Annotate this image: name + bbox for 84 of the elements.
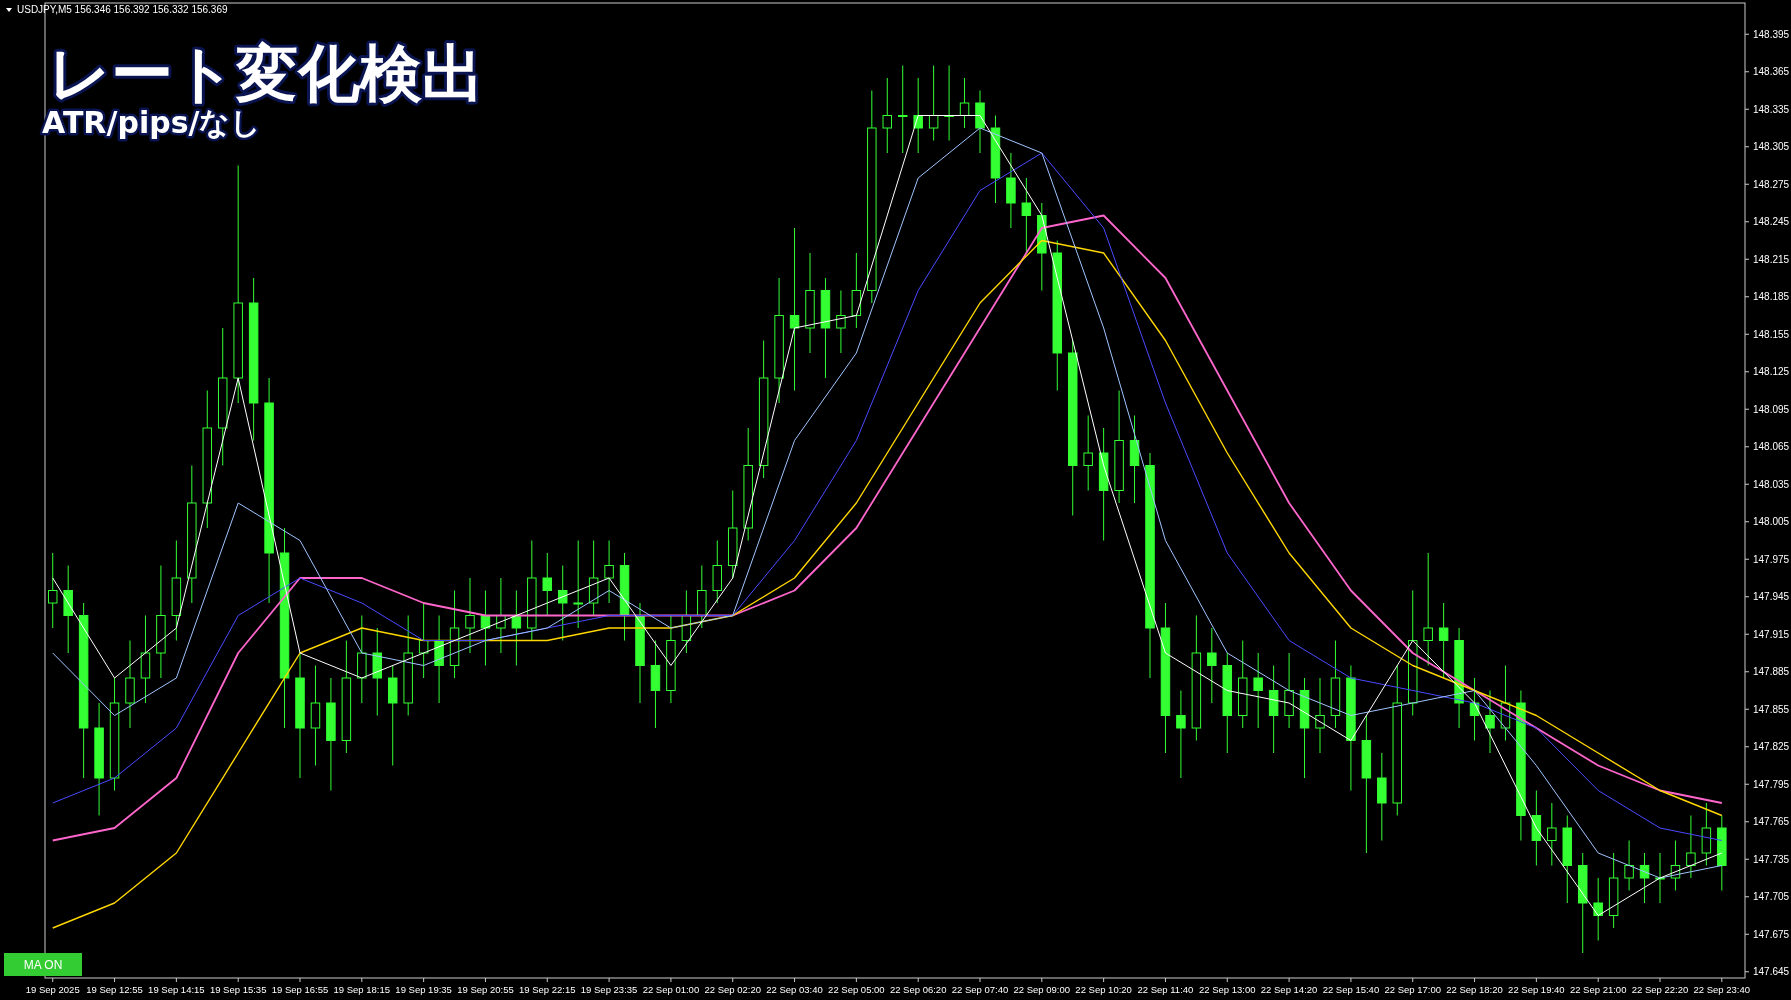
x-tick-label: 22 Sep 21:00 — [1569, 984, 1627, 995]
y-tick-label: 147.855 — [1753, 703, 1790, 715]
x-tick-label: 22 Sep 15:40 — [1322, 984, 1380, 995]
y-tick-label: 148.095 — [1753, 403, 1790, 415]
x-tick-label: 19 Sep 2025 — [25, 984, 80, 995]
x-tick-label: 19 Sep 18:15 — [333, 984, 391, 995]
candlestick — [418, 602, 429, 679]
y-tick-label: 148.305 — [1753, 141, 1790, 153]
candlestick — [47, 552, 58, 629]
y-tick-label: 148.245 — [1753, 216, 1790, 228]
annotation: MA ON — [23, 958, 63, 972]
x-tick-label: 22 Sep 19:40 — [1508, 984, 1565, 995]
x-tick-label: 19 Sep 14:15 — [148, 984, 205, 995]
x-tick-label: 19 Sep 22:15 — [519, 984, 576, 995]
candlestick — [1021, 177, 1032, 254]
y-tick-label: 147.765 — [1753, 816, 1790, 828]
x-tick-label: 22 Sep 09:00 — [1013, 984, 1071, 995]
x-tick-label: 22 Sep 10:20 — [1075, 984, 1132, 995]
x-tick-label: 19 Sep 19:35 — [395, 984, 452, 995]
candlestick — [604, 540, 614, 604]
candlestick — [573, 540, 583, 629]
y-tick-label: 147.675 — [1753, 928, 1790, 940]
x-tick-label: 22 Sep 11:40 — [1137, 984, 1194, 995]
x-tick-label: 22 Sep 02:20 — [704, 984, 761, 995]
candlestick — [1485, 690, 1495, 754]
x-tick-label: 22 Sep 01:00 — [642, 984, 700, 995]
y-tick-label: 148.005 — [1753, 516, 1790, 528]
candlestick — [882, 77, 893, 154]
candlestick — [1624, 840, 1634, 891]
candlestick — [1253, 652, 1263, 729]
y-tick-label: 148.185 — [1753, 291, 1790, 303]
x-tick-label: 22 Sep 13:00 — [1199, 984, 1256, 995]
x-tick-label: 22 Sep 14:20 — [1260, 984, 1318, 995]
candlestick — [1315, 677, 1325, 754]
x-tick-label: 19 Sep 16:55 — [271, 984, 329, 995]
line-series — [52, 239, 1723, 929]
y-tick-label: 148.215 — [1753, 253, 1790, 265]
candlestick — [1547, 802, 1557, 866]
y-tick-label: 147.705 — [1753, 891, 1790, 903]
candlestick — [789, 227, 800, 391]
x-tick-label: 22 Sep 17:00 — [1384, 984, 1441, 995]
candlestick — [511, 590, 522, 666]
candlestick — [1423, 552, 1433, 666]
candlestick — [557, 565, 568, 641]
y-tick-label: 147.825 — [1753, 741, 1790, 753]
y-tick-label: 148.035 — [1753, 478, 1790, 490]
x-tick-label: 19 Sep 12:55 — [86, 984, 143, 995]
y-tick-label: 148.155 — [1753, 328, 1790, 340]
y-tick-label: 148.065 — [1753, 441, 1790, 453]
x-tick-label: 22 Sep 03:40 — [766, 984, 823, 995]
y-tick-label: 147.915 — [1753, 628, 1790, 640]
x-tick-label: 22 Sep 22:20 — [1631, 984, 1689, 995]
y-tick-label: 148.275 — [1753, 178, 1790, 190]
candlestick — [928, 65, 939, 141]
x-tick-label: 22 Sep 18:20 — [1446, 984, 1503, 995]
y-tick-label: 147.735 — [1753, 853, 1790, 865]
candlestick — [1686, 815, 1696, 879]
y-tick-label: 147.975 — [1753, 553, 1790, 565]
x-tick-label: 22 Sep 07:40 — [951, 984, 1009, 995]
y-tick-label: 148.125 — [1753, 366, 1790, 378]
x-tick-label: 22 Sep 06:20 — [889, 984, 947, 995]
candlestick — [959, 77, 970, 129]
candlestick — [897, 65, 908, 154]
y-tick-label: 148.335 — [1753, 103, 1790, 115]
candlestick — [1207, 627, 1217, 704]
y-tick-label: 147.885 — [1753, 666, 1790, 678]
y-tick-label: 147.945 — [1753, 591, 1790, 603]
x-tick-label: 19 Sep 20:55 — [457, 984, 514, 995]
y-tick-label: 148.395 — [1753, 28, 1790, 40]
annotation: USDJPY,M5 156.346 156.392 156.332 156.369 — [17, 4, 228, 15]
candlestick — [1593, 877, 1603, 941]
candlestick — [836, 290, 846, 354]
candlestick — [542, 552, 553, 616]
x-tick-label: 19 Sep 15:35 — [209, 984, 267, 995]
candlestick — [1176, 690, 1186, 779]
y-tick-label: 147.645 — [1753, 966, 1790, 978]
x-tick-label: 22 Sep 23:40 — [1693, 984, 1751, 995]
y-tick-label: 148.365 — [1753, 66, 1790, 78]
candlestick — [1438, 602, 1449, 679]
candlestick — [1083, 415, 1093, 491]
x-tick-label: 22 Sep 05:00 — [828, 984, 885, 995]
y-tick-label: 147.795 — [1753, 778, 1790, 790]
x-tick-label: 19 Sep 23:35 — [580, 984, 638, 995]
candlestick — [465, 577, 475, 654]
